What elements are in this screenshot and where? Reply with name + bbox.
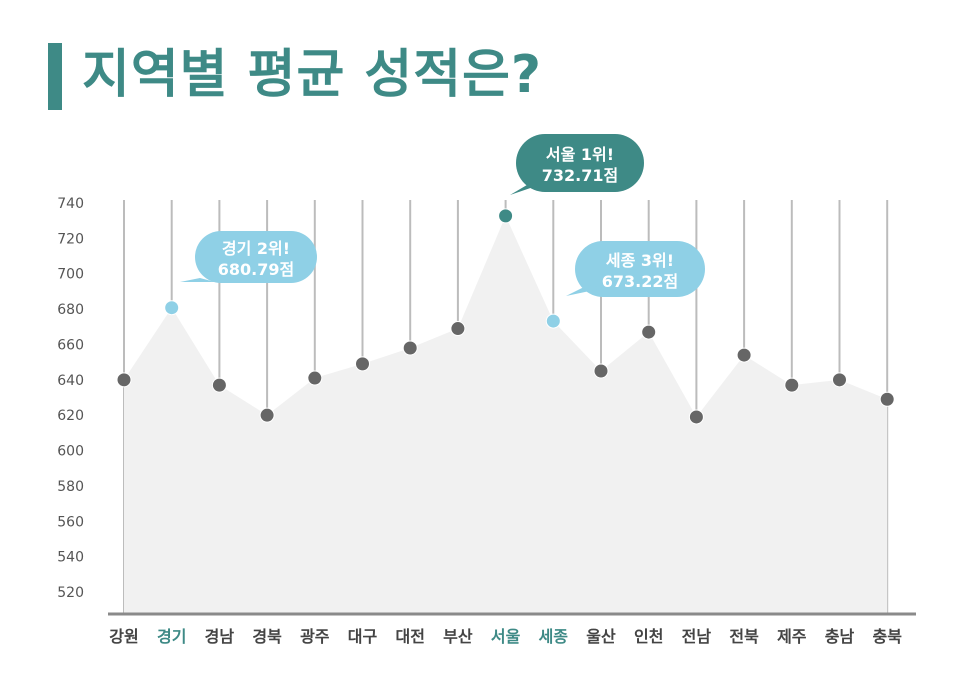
y-tick-label: 720	[57, 231, 84, 247]
y-tick-label: 520	[57, 585, 84, 601]
data-point-서울	[498, 208, 514, 224]
data-point-인천	[641, 324, 657, 340]
y-tick-label: 640	[57, 373, 84, 389]
y-tick-label: 700	[57, 267, 84, 283]
bubble-label: 서울 1위!	[546, 145, 614, 164]
annotation-bubble-세종: 세종 3위! 673.22점	[566, 241, 705, 297]
data-point-경북	[259, 407, 275, 423]
x-tick-label: 대전	[395, 627, 424, 646]
bubble-tail	[510, 182, 548, 195]
y-tick-label: 580	[57, 479, 84, 495]
bubble-tail	[566, 285, 604, 296]
y-tick-label: 680	[57, 302, 84, 318]
title-accent-bar	[48, 43, 62, 110]
bubble-label: 세종 3위!	[606, 251, 674, 270]
bubble-shape	[516, 134, 644, 192]
y-tick-label: 660	[57, 337, 84, 353]
data-point-경남	[211, 377, 227, 393]
data-point-대구	[355, 356, 370, 372]
area-fill	[124, 215, 888, 614]
data-point-경기	[164, 300, 180, 316]
x-tick-label: 인천	[634, 627, 663, 646]
y-tick-label: 540	[57, 550, 84, 566]
data-point-전북	[736, 347, 752, 363]
data-point-충남	[832, 372, 847, 388]
x-tick-label: 대구	[348, 627, 378, 646]
data-point-부산	[450, 321, 466, 337]
bubble-shape	[195, 231, 317, 283]
x-tick-label: 강원	[109, 627, 138, 646]
x-tick-label: 전북	[729, 627, 759, 646]
data-point-세종	[545, 313, 561, 329]
data-point-전남	[688, 409, 704, 425]
data-point-울산	[593, 363, 609, 379]
data-point-광주	[307, 370, 323, 386]
x-tick-label: 제주	[777, 627, 807, 646]
data-point-충북	[879, 391, 895, 407]
x-tick-label: 세종	[539, 627, 569, 646]
page-title: 지역별 평균 성적은?	[82, 45, 543, 105]
y-tick-label: 740	[57, 196, 84, 212]
bubble-value: 680.79점	[218, 260, 294, 279]
bubble-label: 경기 2위!	[222, 239, 290, 258]
x-tick-label: 부산	[443, 627, 473, 646]
x-tick-label: 충북	[872, 627, 902, 646]
y-tick-label: 620	[57, 408, 84, 424]
data-point-제주	[784, 377, 800, 393]
x-tick-label: 울산	[586, 627, 616, 646]
bubble-value: 673.22점	[602, 272, 678, 291]
bubble-shape	[575, 241, 705, 297]
x-tick-label: 서울	[491, 627, 521, 646]
data-point-강원	[116, 372, 132, 388]
annotation-bubble-서울: 서울 1위! 732.71점	[510, 134, 644, 195]
x-tick-label: 경기	[157, 627, 186, 646]
x-tick-label: 경남	[205, 627, 235, 646]
x-tick-label: 광주	[300, 627, 330, 646]
y-tick-label: 560	[57, 514, 84, 530]
x-tick-label: 충남	[825, 627, 855, 646]
x-tick-label: 전남	[682, 627, 712, 646]
annotation-bubble-경기: 경기 2위! 680.79점	[180, 231, 317, 283]
data-point-대전	[402, 340, 418, 356]
bubble-tail	[180, 278, 215, 282]
y-tick-label: 600	[57, 444, 84, 460]
bubble-value: 732.71점	[542, 166, 618, 185]
x-tick-label: 경북	[252, 627, 282, 646]
